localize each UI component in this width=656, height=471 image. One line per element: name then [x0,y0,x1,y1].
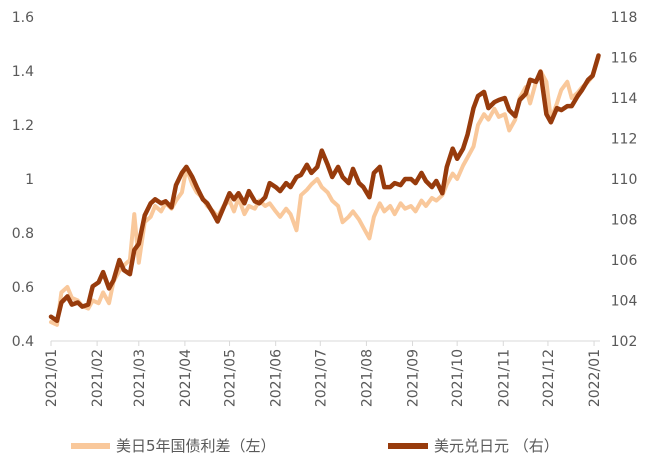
right-axis-tick-label: 118 [611,10,638,26]
x-axis-tick-label: 2021/11 [496,349,512,407]
x-axis-tick-label: 2021/02 [90,349,106,407]
right-axis-tick-label: 110 [611,172,638,188]
right-axis-tick-label: 108 [611,213,638,229]
legend-label: 美元兑日元 （右） [434,437,559,455]
x-axis-tick-label: 2021/01 [44,349,60,407]
left-axis-tick-label: 0.8 [12,226,34,242]
x-axis-tick-label: 2021/05 [223,349,239,407]
right-axis-tick-label: 104 [611,294,638,310]
left-axis-tick-label: 0.4 [12,334,34,350]
x-axis-tick-label: 2021/12 [541,349,557,407]
x-axis-tick-label: 2021/06 [269,349,285,407]
legend: 美日5年国债利差（左） 美元兑日元 （右） [71,437,559,455]
legend-label: 美日5年国债利差（左） [116,437,276,455]
right-axis-tick-label: 102 [611,334,638,350]
x-axis-tick-label: 2022/01 [587,349,603,407]
right-axis-tick-label: 114 [611,91,638,107]
left-axis-ticks: 0.4 0.6 0.8 1 1.2 1.4 1.6 [12,10,34,350]
left-axis-tick-label: 1.6 [12,10,34,26]
left-axis-tick-label: 0.6 [12,280,34,296]
left-axis-tick-label: 1.2 [12,118,34,134]
right-axis-ticks: 102 104 106 108 110 112 114 116 118 [611,10,638,350]
series-line-usdjpy [48,53,601,324]
left-axis-tick-label: 1 [25,172,34,188]
x-axis-ticks: 2021/01 2021/02 2021/03 2021/04 2021/05 2021/… [44,341,603,407]
right-axis-tick-label: 112 [611,132,638,148]
x-axis-tick-label: 2021/04 [178,349,194,407]
left-axis-tick-label: 1.4 [12,64,34,80]
x-axis-tick-label: 2021/07 [313,349,329,407]
series-layer [48,53,601,327]
x-axis-tick-label: 2021/09 [406,349,422,407]
x-axis-tick-label: 2021/03 [132,349,148,407]
x-axis-tick-label: 2021/10 [450,349,466,407]
right-axis-tick-label: 106 [611,253,638,269]
series-line-yield-spread [49,55,601,327]
x-axis-tick-label: 2021/08 [359,349,375,407]
right-axis-tick-label: 116 [611,51,638,67]
